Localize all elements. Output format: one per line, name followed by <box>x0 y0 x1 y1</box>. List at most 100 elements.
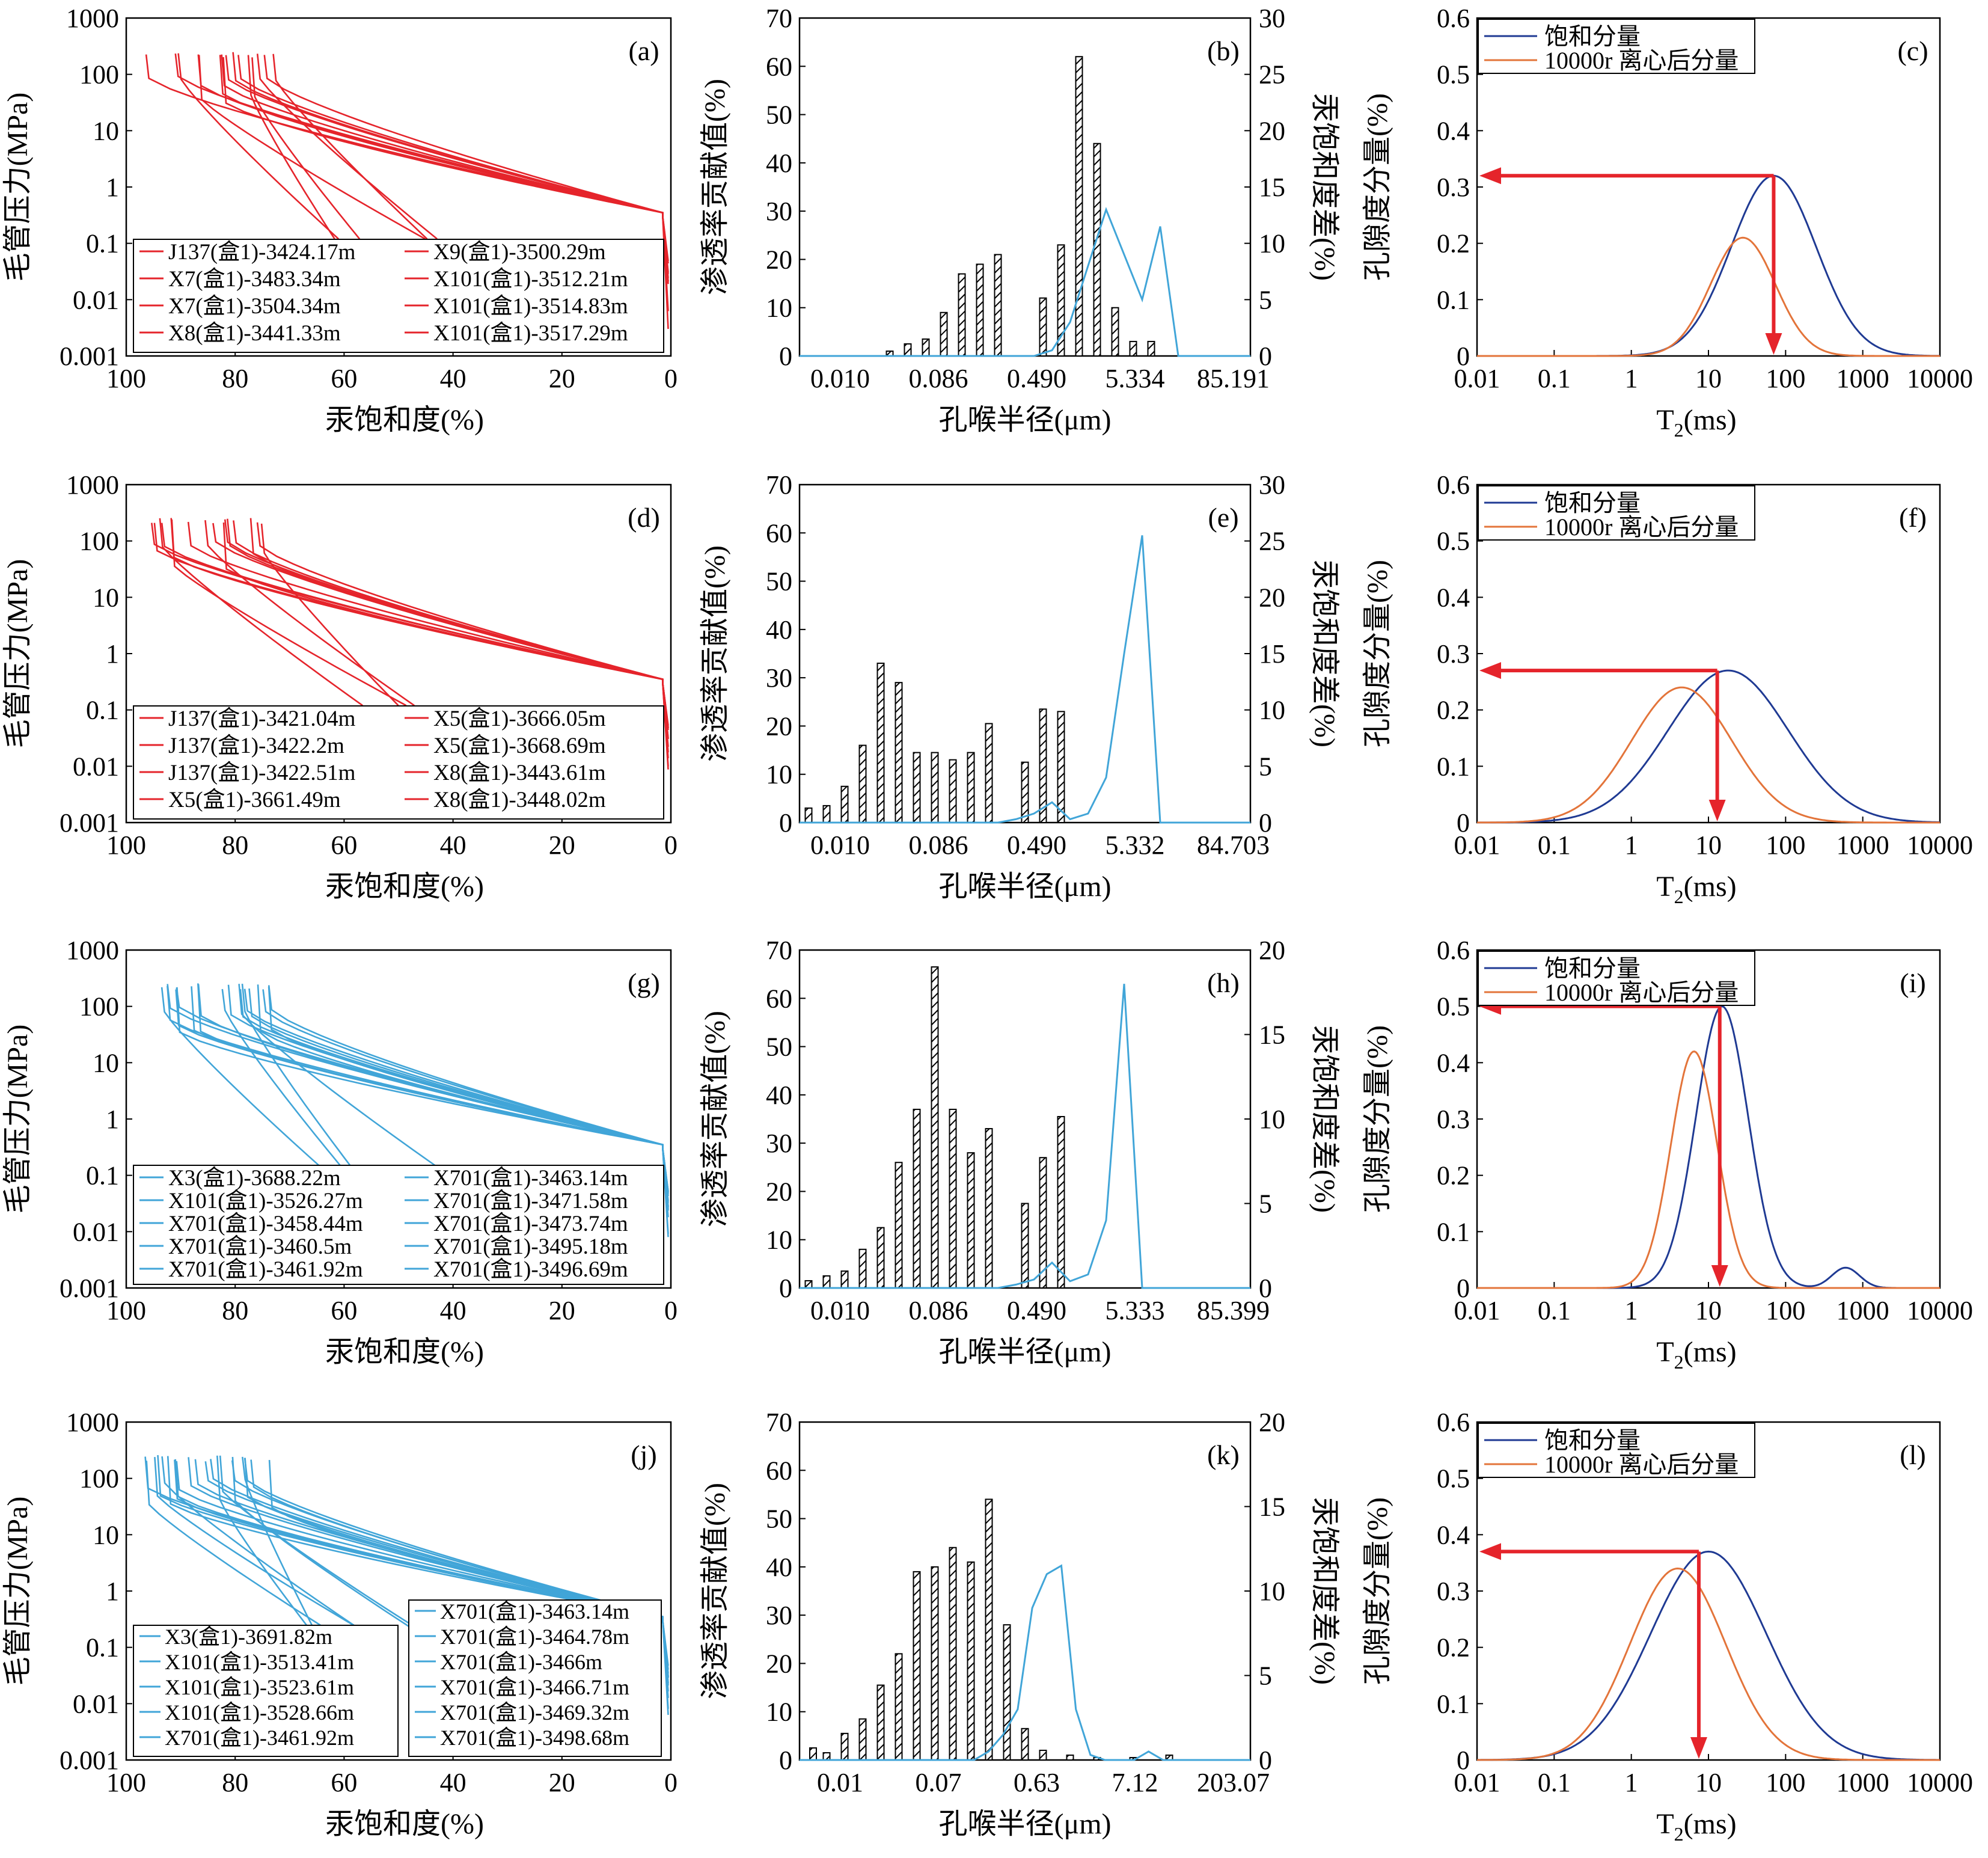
y-axis-label: 孔隙度分量(%) <box>1362 560 1393 747</box>
y-tick-label: 0 <box>779 808 792 838</box>
legend-entry: X101(盒1)-3512.21m <box>433 266 628 292</box>
y2-tick-label: 30 <box>1259 470 1285 500</box>
series-line-centrifuged <box>1477 1050 1940 1289</box>
legend-entry: X701(盒1)-3463.14m <box>433 1165 628 1191</box>
y-tick-label: 10 <box>93 116 119 146</box>
y-tick-label: 0 <box>1457 342 1470 371</box>
x-tick-label: 5.334 <box>1106 364 1165 393</box>
y2-axis-label: 汞饱和度差(%) <box>1309 560 1341 747</box>
series-line <box>800 207 1250 357</box>
panel-label: (e) <box>1208 502 1238 533</box>
y-tick-label: 10 <box>766 1697 792 1727</box>
y-tick-label: 10 <box>93 583 119 612</box>
bar <box>840 1270 849 1289</box>
bar <box>931 966 939 1289</box>
bar <box>922 338 930 357</box>
legend-box <box>1478 485 1755 541</box>
x-tick-label: 7.12 <box>1112 1768 1158 1797</box>
y-tick-label: 0.4 <box>1437 1520 1470 1550</box>
bar <box>913 752 921 823</box>
series-line <box>224 519 669 759</box>
bar <box>840 785 849 824</box>
y-tick-label: 0.6 <box>1437 4 1470 33</box>
series-line <box>176 987 669 1192</box>
bar <box>1039 297 1047 357</box>
y-tick-label: 20 <box>766 1649 792 1678</box>
legend-entry: 10000r 离心后分量 <box>1544 47 1739 74</box>
x-tick-label: 10000 <box>1907 1296 1973 1325</box>
y-tick-label: 1000 <box>66 4 119 33</box>
y-axis-label: 渗透率贡献值(%) <box>699 1483 731 1699</box>
bar <box>858 744 867 823</box>
bar <box>949 1108 957 1289</box>
y-tick-label: 0.2 <box>1437 1633 1470 1663</box>
legend-entry: X3(盒1)-3688.22m <box>168 1165 341 1191</box>
y2-tick-label: 0 <box>1259 1274 1272 1303</box>
x-tick-label: 0 <box>664 830 677 860</box>
series-line-saturated <box>1477 174 1941 357</box>
panel-e: 0 10 20 30 40 50 60 70 0 5 10 15 20 25 30 0.010 0.086 0.4… <box>699 470 1341 903</box>
bar <box>1039 708 1047 824</box>
bar <box>1021 761 1029 823</box>
x-axis-label: 孔喉半径(μm) <box>938 1336 1111 1368</box>
bar <box>895 682 903 823</box>
arrow-head-down <box>1765 333 1782 355</box>
y-tick-label: 40 <box>766 1553 792 1582</box>
x-tick-label: 0.086 <box>909 830 968 860</box>
x-tick-label: 40 <box>440 830 466 860</box>
bar <box>985 1498 993 1761</box>
x-tick-label: 0.1 <box>1538 1296 1571 1325</box>
bar <box>822 805 831 824</box>
bar <box>913 1571 921 1761</box>
legend-entry: X8(盒1)-3448.02m <box>433 787 606 812</box>
legend-entry: J137(盒1)-3422.51m <box>168 760 356 785</box>
arrow-head-down <box>1690 1737 1707 1759</box>
y-tick-label: 0.1 <box>1437 752 1470 781</box>
bar <box>1057 711 1065 824</box>
y2-tick-label: 5 <box>1259 1661 1272 1691</box>
y-tick-label: 0.3 <box>1437 639 1470 669</box>
x-tick-label: 84.703 <box>1197 830 1270 860</box>
legend-entry: X701(盒1)-3466m <box>440 1650 602 1674</box>
y-axis-label: 渗透率贡献值(%) <box>699 1011 731 1227</box>
curve-group <box>151 518 669 770</box>
y-tick-label: 60 <box>766 52 792 81</box>
y2-tick-label: 25 <box>1259 60 1285 90</box>
y2-tick-label: 10 <box>1259 229 1285 259</box>
y2-axis-label: 汞饱和度差(%) <box>1309 93 1341 281</box>
y-tick-label: 0.6 <box>1437 936 1470 965</box>
series-line <box>221 989 346 1172</box>
y-tick-label: 60 <box>766 984 792 1013</box>
bar <box>949 1547 957 1761</box>
x-tick-label: 0.086 <box>909 364 968 393</box>
x-tick-label: 1 <box>1625 364 1638 393</box>
bar <box>1039 1749 1047 1761</box>
x-tick-label: 60 <box>331 1768 357 1797</box>
legend-entry: X101(盒1)-3514.83m <box>433 293 628 319</box>
y-tick-label: 0.4 <box>1437 583 1470 612</box>
x-tick-label: 0.01 <box>1454 830 1500 860</box>
y-tick-label: 0.2 <box>1437 229 1470 259</box>
bar <box>958 273 966 357</box>
legend-box <box>408 1599 662 1757</box>
legend-entry: X701(盒1)-3461.92m <box>165 1726 354 1750</box>
y-tick-label: 0.1 <box>1437 1689 1470 1718</box>
panel-label: (d) <box>628 502 660 533</box>
x-tick-label: 80 <box>222 1768 248 1797</box>
x-tick-label: 10000 <box>1907 830 1973 860</box>
bar <box>1129 340 1137 357</box>
arrow-head-down <box>1711 1265 1728 1287</box>
y-tick-label: 60 <box>766 518 792 548</box>
y-tick-label: 0.3 <box>1437 1105 1470 1134</box>
panel-label: (a) <box>628 35 659 66</box>
series-line <box>154 1457 384 1644</box>
y2-tick-label: 20 <box>1259 936 1285 965</box>
x-tick-label: 1 <box>1625 830 1638 860</box>
series-line-centrifuged <box>1477 236 1940 357</box>
y-tick-label: 0.1 <box>86 1161 119 1191</box>
legend-box <box>133 705 664 820</box>
bar <box>876 1227 885 1289</box>
y-tick-label: 0.5 <box>1437 992 1470 1022</box>
